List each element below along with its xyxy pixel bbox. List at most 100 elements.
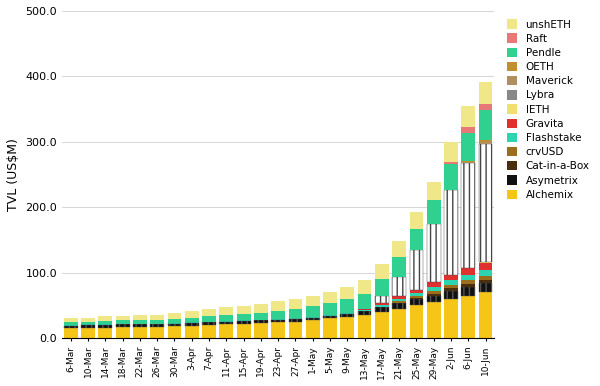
Bar [461,127,475,133]
Bar [340,314,354,317]
Bar [392,257,406,276]
Bar [150,323,164,324]
Bar [116,320,130,323]
Bar [254,323,268,338]
Bar [358,281,371,294]
Bar [185,322,199,323]
Bar [150,324,164,327]
Bar [254,320,268,323]
Bar [340,299,354,313]
Bar [444,285,458,288]
Bar [392,296,406,299]
Bar [392,241,406,257]
Bar [289,299,302,308]
Bar [375,306,389,307]
Bar [220,321,233,322]
Bar [167,319,181,323]
Bar [444,291,458,299]
Bar [479,110,493,141]
Bar [427,296,440,302]
Bar [410,305,424,338]
Bar [479,292,493,338]
Bar [410,293,424,296]
Bar [98,324,112,325]
Bar [323,315,337,316]
Bar [271,320,285,322]
Bar [236,306,251,314]
Bar [150,315,164,320]
Legend: unshETH, Raft, Pendle, OETH, Maverick, Lybra, IETH, Gravita, Flashstake, crvUSD,: unshETH, Raft, Pendle, OETH, Maverick, L… [504,16,593,203]
Bar [392,299,406,301]
Bar [392,301,406,303]
Bar [444,164,458,190]
Bar [289,308,302,318]
Bar [98,317,112,321]
Bar [392,308,406,338]
Bar [116,327,130,338]
Bar [340,287,354,299]
Bar [306,306,320,317]
Bar [167,326,181,338]
Bar [116,323,130,324]
Bar [444,299,458,338]
Bar [81,324,95,325]
Bar [323,291,337,303]
Bar [427,294,440,296]
Bar [479,264,493,270]
Bar [479,142,493,144]
Bar [461,161,475,162]
Bar [410,290,424,293]
Bar [306,320,320,338]
Bar [220,315,233,321]
Bar [427,302,440,338]
Bar [306,317,320,318]
Bar [427,182,440,200]
Bar [479,141,493,142]
Bar [461,284,475,287]
Bar [444,281,458,285]
Bar [150,327,164,338]
Bar [479,280,493,283]
Bar [375,305,389,306]
Bar [133,323,147,324]
Bar [81,325,95,328]
Bar [427,200,440,223]
Bar [64,322,77,325]
Bar [444,162,458,164]
Bar [236,314,251,320]
Bar [323,303,337,315]
Bar [116,316,130,320]
Bar [289,318,302,319]
Bar [479,104,493,110]
Bar [461,162,475,163]
Bar [289,322,302,338]
Bar [220,324,233,338]
Bar [116,324,130,327]
Bar [479,144,493,262]
Bar [271,301,285,311]
Bar [358,309,371,310]
Bar [220,307,233,315]
Bar [81,322,95,324]
Bar [133,315,147,320]
Bar [150,320,164,323]
Bar [479,283,493,292]
Bar [479,276,493,280]
Bar [185,318,199,322]
Bar [133,320,147,323]
Bar [202,325,216,338]
Bar [375,307,389,312]
Bar [323,316,337,318]
Bar [375,279,389,296]
Bar [358,310,371,311]
Bar [410,298,424,300]
Bar [461,296,475,338]
Bar [427,287,440,291]
Bar [461,280,475,284]
Bar [236,321,251,323]
Bar [375,312,389,338]
Bar [410,251,424,290]
Bar [98,328,112,338]
Bar [323,318,337,338]
Bar [98,321,112,324]
